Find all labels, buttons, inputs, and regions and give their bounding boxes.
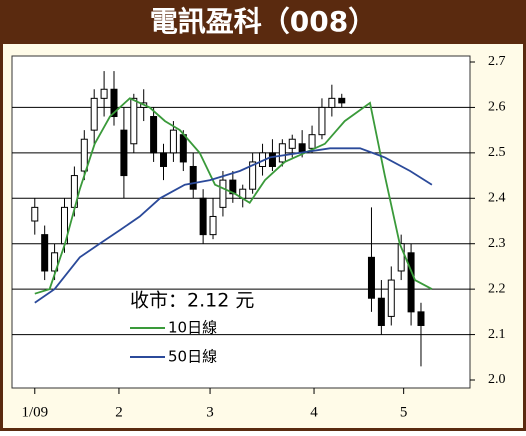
y-tick-label: 2.2: [488, 281, 506, 296]
candle-body: [90, 97, 98, 131]
candle-body: [179, 134, 187, 163]
candle-body: [31, 206, 39, 222]
candle-body: [150, 116, 158, 154]
candle-body: [367, 256, 375, 299]
candle-body: [110, 88, 118, 118]
ma-line: [34, 147, 433, 304]
candle-body: [209, 215, 217, 236]
legend-label: 10日線: [168, 319, 217, 337]
y-tick-label: 2.7: [488, 54, 506, 69]
candle-body: [308, 134, 316, 149]
x-tick-label: 4: [310, 404, 318, 420]
ma-line: [34, 97, 433, 295]
y-tick-label: 2.5: [488, 145, 506, 160]
plot-area: [11, 55, 471, 389]
candle-body: [288, 138, 296, 149]
y-tick-label: 2.6: [488, 100, 506, 115]
x-tick-label: 2: [115, 404, 123, 420]
candle-body: [278, 143, 286, 163]
candle-body: [189, 165, 197, 190]
candle-body: [377, 297, 385, 326]
candle-body: [249, 161, 257, 190]
x-tick-label: 3: [206, 404, 214, 420]
candle-body: [407, 252, 415, 313]
x-tick-label: 5: [400, 404, 408, 420]
candle-body: [219, 179, 227, 208]
chart-title: 電訊盈科（008）: [150, 5, 376, 38]
candle-body: [100, 88, 108, 99]
candle-body: [387, 279, 395, 317]
candle-body: [80, 138, 88, 172]
candle-body: [199, 197, 207, 236]
x-tick-label: 1/09: [21, 404, 48, 420]
candle-body: [268, 152, 276, 167]
y-tick-label: 2.4: [488, 191, 506, 206]
annotation: 收市：2.12 元: [130, 290, 254, 312]
candle-body: [160, 152, 168, 167]
candle-body: [328, 97, 336, 108]
candle-body: [397, 243, 405, 272]
candle-body: [51, 252, 59, 272]
y-tick-label: 2.0: [488, 372, 506, 387]
candle-body: [120, 129, 128, 177]
candle-body: [318, 106, 326, 136]
candle-body: [417, 311, 425, 326]
header: [0, 0, 526, 44]
candle-body: [130, 97, 138, 145]
y-tick-label: 2.1: [488, 327, 506, 342]
candle-body: [41, 234, 49, 272]
candle-body: [169, 129, 177, 154]
legend-label: 50日線: [168, 348, 217, 366]
candle-body: [338, 97, 346, 104]
y-tick-label: 2.3: [488, 236, 506, 251]
